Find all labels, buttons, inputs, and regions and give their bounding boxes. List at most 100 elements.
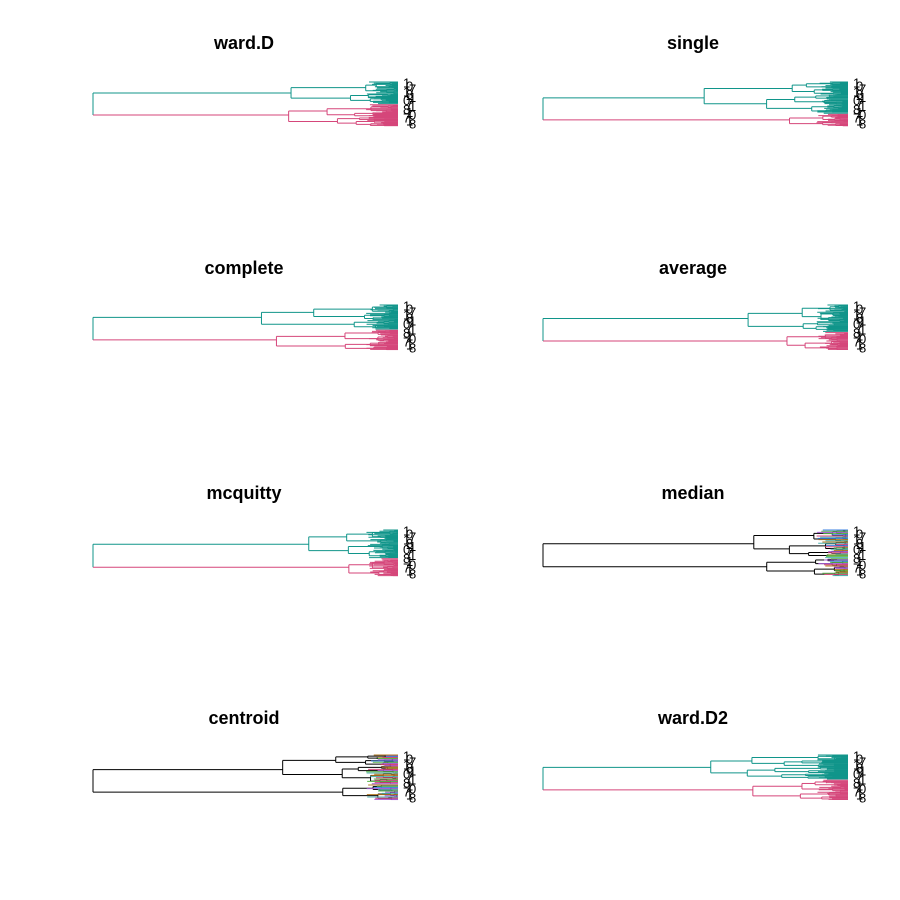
leaf-label: 0 [853,542,860,557]
leaf-label: 7 [409,755,416,770]
leaf-label: 1 [859,773,866,788]
leaf-label: 8 [859,566,866,581]
leaf-label: 1 [853,299,860,314]
leaf-label: 7 [403,335,410,350]
leaf-label: 1 [403,84,410,99]
leaf-label: 8 [856,87,863,102]
leaf-label: 8 [406,87,413,102]
leaf-label: 1 [859,548,866,563]
leaf-label: 8 [853,776,860,791]
leaf-label: 1 [853,758,860,773]
leaf-label: 1 [856,788,863,803]
leaf-label: 8 [859,791,866,806]
leaf-label: 0 [403,93,410,108]
leaf-label: 1 [403,299,410,314]
leaf-label: 7 [403,560,410,575]
leaf-label: 0 [856,752,863,767]
leaf-label: 1 [859,314,866,329]
leaf-label: 1 [853,75,860,90]
panel-title: mcquitty [206,483,281,503]
leaf-label: 1 [409,314,416,329]
leaf-label: 7 [853,335,860,350]
leaf-label: 1 [403,75,410,90]
leaf-label: 8 [406,311,413,326]
leaf-label: 1 [406,779,413,794]
leaf-label: 1 [853,749,860,764]
leaf-label: 0 [859,557,866,572]
leaf-label: 1 [859,99,866,114]
leaf-label: 1 [406,338,413,353]
leaf-label: 0 [403,317,410,332]
leaf-label: 8 [859,117,866,132]
leaf-label: 8 [859,341,866,356]
leaf-label: 7 [859,81,866,96]
leaf-label: 1 [853,524,860,539]
leaf-label: 7 [856,96,863,111]
leaf-label: 0 [409,782,416,797]
leaf-label: 7 [409,530,416,545]
leaf-label: 1 [859,323,866,338]
leaf-label: 7 [856,770,863,785]
leaf-label: 0 [409,332,416,347]
panel-title: single [667,33,719,53]
leaf-label: 7 [406,320,413,335]
leaf-label: 7 [403,785,410,800]
leaf-label: 7 [853,560,860,575]
leaf-label: 7 [406,545,413,560]
leaf-label: 7 [406,96,413,111]
leaf-label: 7 [859,755,866,770]
leaf-label: 1 [403,749,410,764]
leaf-label: 1 [409,99,416,114]
leaf-label: 8 [409,566,416,581]
leaf-label: 7 [856,320,863,335]
leaf-label: 8 [403,326,410,341]
leaf-label: 1 [409,90,416,105]
panel-title: ward.D [213,33,274,53]
leaf-label: 1 [853,533,860,548]
leaf-label: 1 [409,764,416,779]
leaf-label: 1 [409,773,416,788]
leaf-label: 0 [406,527,413,542]
leaf-label: 0 [403,767,410,782]
leaf-label: 1 [859,90,866,105]
leaf-label: 8 [403,551,410,566]
leaf-label: 8 [406,761,413,776]
leaf-label: 1 [409,323,416,338]
leaf-label: 1 [406,329,413,344]
leaf-label: 0 [859,108,866,123]
leaf-label: 7 [859,530,866,545]
leaf-label: 0 [859,782,866,797]
leaf-label: 1 [403,308,410,323]
leaf-label: 1 [856,105,863,120]
leaf-label: 1 [403,758,410,773]
leaf-label: 1 [859,539,866,554]
leaf-label: 0 [856,527,863,542]
leaf-label: 1 [856,554,863,569]
leaf-label: 1 [856,779,863,794]
leaf-label: 0 [853,93,860,108]
leaf-label: 8 [856,536,863,551]
leaf-label: 8 [856,311,863,326]
leaf-label: 8 [409,791,416,806]
leaf-label: 1 [859,764,866,779]
panel-title: ward.D2 [657,708,728,728]
leaf-label: 1 [856,338,863,353]
leaf-label: 0 [409,557,416,572]
leaf-label: 1 [406,788,413,803]
leaf-label: 8 [853,102,860,117]
leaf-label: 1 [406,563,413,578]
leaf-label: 7 [409,81,416,96]
leaf-label: 0 [853,767,860,782]
leaf-label: 1 [409,539,416,554]
leaf-label: 1 [856,329,863,344]
leaf-label: 7 [853,785,860,800]
leaf-label: 1 [853,308,860,323]
